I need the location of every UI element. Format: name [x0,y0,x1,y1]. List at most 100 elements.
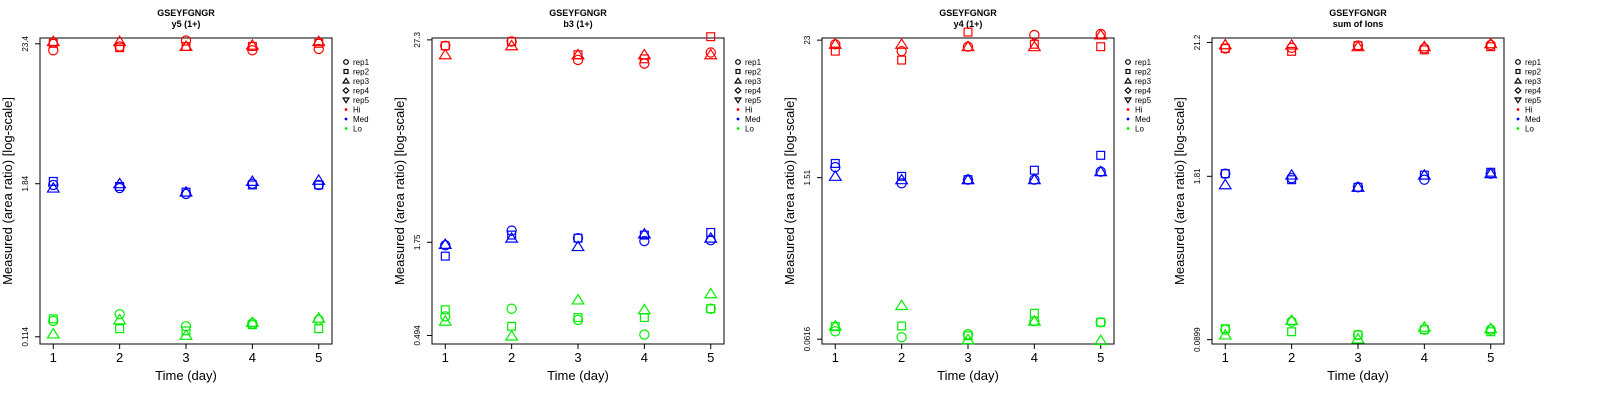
data-point [572,54,584,66]
data-point [1287,327,1297,337]
legend-label: Med [1135,115,1151,124]
legend-marker [344,117,348,121]
legend-item: rep1 [735,58,762,67]
data-point [179,185,193,197]
data-point [1095,317,1106,328]
legend-marker [342,86,350,95]
legend-label: rep1 [353,58,370,67]
legend-marker [343,68,349,75]
data-point [1351,40,1365,52]
legend-label: rep4 [745,87,762,96]
plot-frame [821,37,1115,345]
data-point [438,314,453,326]
data-point [637,303,652,315]
legend-item: rep1 [1515,58,1542,67]
legend-marker [1125,59,1131,65]
x-tick-label: 2 [1288,350,1295,365]
legend-item: Lo [1516,125,1534,134]
data-point [48,179,59,191]
legend-marker [1514,86,1522,95]
legend-label: rep5 [1135,96,1152,105]
data-point [507,230,517,240]
legend-marker [1516,117,1520,121]
data-point [180,188,192,200]
legend-marker [736,108,740,111]
data-point [639,329,650,340]
data-point [311,173,326,185]
x-tick-label: 1 [442,350,449,365]
data-point [504,39,519,51]
legend-label: rep1 [745,58,762,67]
data-point [571,48,585,60]
y-tick-label: 21.2 [1193,34,1202,50]
legend-item: rep4 [342,86,370,96]
data-point [1483,37,1498,49]
chart-title: GSEYFGNGR [939,8,997,18]
data-point [114,308,125,320]
data-point [1417,168,1432,180]
legend-item: rep5 [342,96,370,105]
legend-item: rep5 [1124,96,1152,105]
data-point [440,305,450,315]
legend-marker [344,127,348,130]
data-point [1220,168,1231,179]
data-point [1027,314,1042,326]
x-tick-label: 1 [832,350,839,365]
data-point [1419,174,1430,185]
legend-label: Lo [1525,125,1534,134]
legend-item: rep3 [1124,77,1152,86]
legend-item: rep1 [343,58,370,67]
legend-marker [734,86,742,95]
legend-label: Med [1525,115,1541,124]
x-tick-label: 1 [50,350,57,365]
legend-item: Lo [736,125,754,134]
data-point [1351,332,1365,344]
y-axis-label: Measured (area ratio) [log-scale] [782,97,797,285]
data-point [706,304,716,314]
data-point [828,37,843,49]
data-point [507,321,517,331]
legend-label: Med [353,115,369,124]
data-point [1483,322,1498,334]
legend-item: Med [1126,115,1151,124]
legend-item: rep3 [342,77,370,86]
data-point [112,177,127,189]
data-point [897,171,907,181]
data-point [1284,314,1299,325]
legend-label: rep1 [1525,58,1542,67]
data-point [245,316,260,327]
data-point [1284,38,1299,50]
data-point [897,55,907,65]
data-point [1486,327,1496,337]
data-point [962,328,974,340]
data-point [112,35,127,47]
chart-subtitle: b3 (1+) [563,19,592,29]
legend-item: Hi [736,106,753,115]
legend-label: Lo [353,125,362,134]
data-point [46,35,61,47]
data-point [961,333,975,345]
data-point [706,227,716,237]
legend-label: rep3 [745,77,762,86]
y-tick-label: 0.114 [21,327,30,347]
legend-item: rep5 [734,96,762,105]
x-tick-label: 5 [315,350,322,365]
plot-frame [431,37,725,345]
legend-label: rep2 [353,68,370,77]
data-point [48,315,59,327]
legend-item: Lo [1126,125,1144,134]
legend-marker [1515,68,1521,75]
x-tick-label: 5 [1097,350,1104,365]
data-point [639,58,650,69]
data-point [637,48,652,60]
x-tick-label: 3 [1354,350,1361,365]
y-tick-label: 1.81 [1193,168,1202,184]
legend-item: Lo [344,125,362,134]
legend-label: Hi [745,106,753,115]
data-point [179,328,193,340]
data-point [1029,165,1039,175]
data-point [571,293,585,305]
x-tick-label: 3 [182,350,189,365]
data-point [179,40,193,52]
